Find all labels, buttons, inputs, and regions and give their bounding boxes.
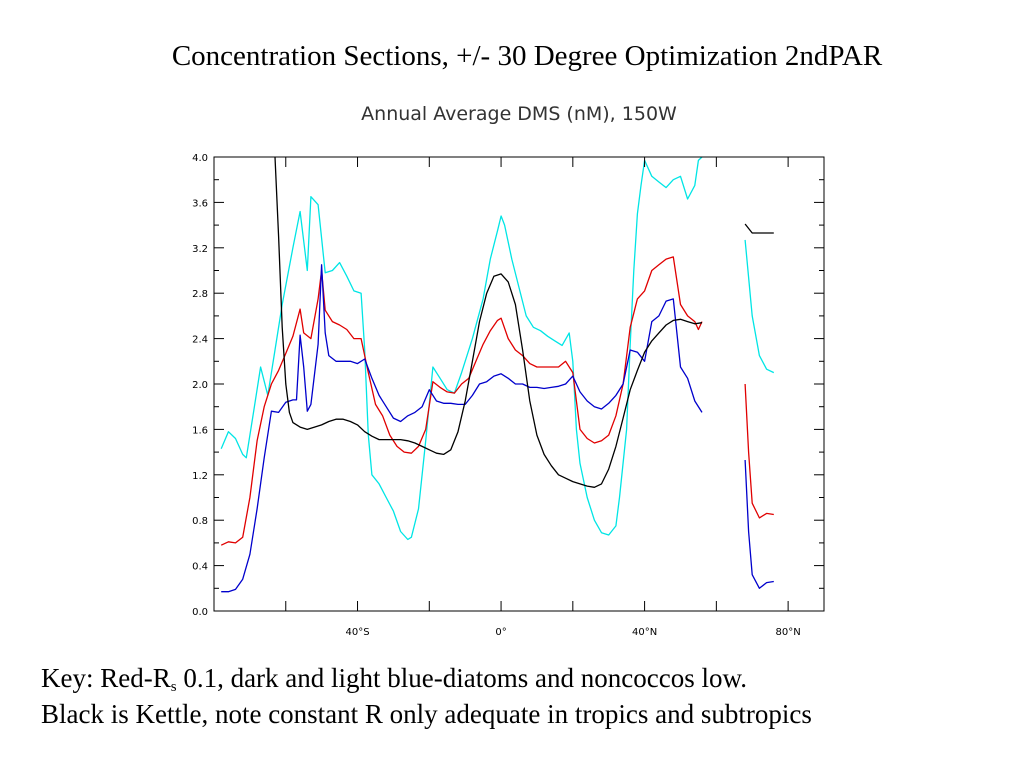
y-tick-label: 0.4 xyxy=(192,562,208,573)
axes-layer: 0.0 0.4 0.8 1.2 1.6 2.0 2.4 2.8 3.2 3.6 4.0 40°S 0° 4… xyxy=(192,153,825,638)
caption-line-1-suffix: 0.1, dark and light blue-diatoms and non… xyxy=(176,663,747,693)
series-layer xyxy=(220,156,775,593)
caption-line-1-prefix: Key: Red-R xyxy=(41,663,171,693)
y-tick-label: 3.6 xyxy=(192,198,208,209)
y-tick-label: 2.8 xyxy=(192,289,208,300)
series-3-line-segment-1 xyxy=(744,223,774,234)
series-0-line-segment-1 xyxy=(744,239,775,374)
caption-line-2: Black is Kettle, note constant R only ad… xyxy=(41,699,812,729)
y-tick-label: 4.0 xyxy=(192,153,208,164)
series-0-line-segment-0 xyxy=(220,156,703,541)
y-tick-label: 2.0 xyxy=(192,380,208,391)
x-tick-label: 40°S xyxy=(345,627,369,638)
series-2-line-segment-1 xyxy=(744,459,774,589)
series-1-line-segment-0 xyxy=(220,256,703,546)
y-tick-label: 1.2 xyxy=(192,471,208,482)
x-tick-label: 80°N xyxy=(776,627,801,638)
slide-title: Concentration Sections, +/- 30 Degree Op… xyxy=(171,40,883,72)
x-tick-label: 0° xyxy=(495,627,506,638)
series-3-line-segment-0 xyxy=(274,156,703,488)
chart-title: Annual Average DMS (nM), 150W xyxy=(361,103,677,125)
y-tick-label: 1.6 xyxy=(192,425,208,436)
y-tick-label: 2.4 xyxy=(192,335,208,346)
x-tick-label: 40°N xyxy=(632,627,657,638)
slide-caption: Key: Red-Rs 0.1, dark and light blue-dia… xyxy=(41,660,812,732)
series-1-line-segment-1 xyxy=(744,383,774,519)
y-tick-label: 0.8 xyxy=(192,516,208,527)
caption-line-1-subscript: s xyxy=(170,679,177,695)
y-tick-label: 0.0 xyxy=(192,607,208,618)
y-tick-label: 3.2 xyxy=(192,244,208,255)
caption-line-1: Key: Red-Rs 0.1, dark and light blue-dia… xyxy=(41,660,812,696)
series-2-line-segment-0 xyxy=(221,264,703,593)
